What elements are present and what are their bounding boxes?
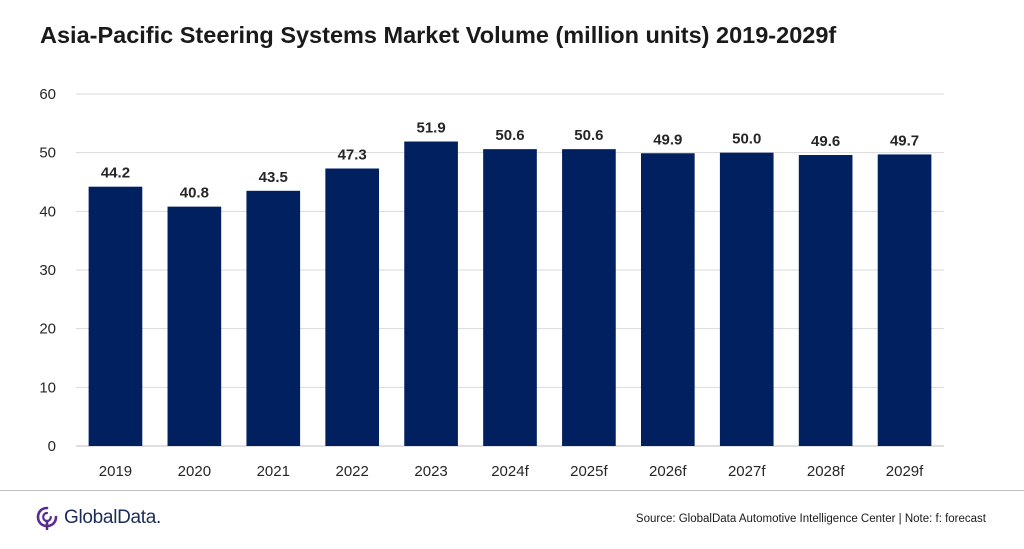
y-tick-label: 60 [39,86,56,103]
x-tick-label: 2020 [178,463,211,480]
bar [798,155,853,446]
y-tick-label: 0 [48,438,56,455]
y-tick-label: 30 [39,262,56,279]
x-tick-label: 2019 [99,463,132,480]
bar [562,149,616,446]
x-tick-label: 2026f [649,463,687,480]
data-label: 51.9 [416,120,445,137]
data-label: 49.6 [811,133,840,150]
x-tick-label: 2025f [570,463,608,480]
bar [719,152,774,446]
data-label: 49.9 [653,131,682,148]
logo-text: GlobalData. [64,507,162,528]
bar [167,206,222,446]
y-axis-ticks: 0 10 20 30 40 50 60 [39,86,56,455]
y-tick-label: 20 [39,321,56,338]
x-tick-label: 2029f [886,463,924,480]
y-tick-label: 10 [39,379,56,396]
globaldata-logo-icon [36,506,58,530]
bar [88,186,143,446]
bar [325,168,380,447]
data-label: 50.0 [732,131,761,148]
data-label: 49.7 [890,132,919,149]
x-tick-label: 2021 [257,463,290,480]
footer-divider [0,490,1024,491]
bar [640,153,695,446]
x-tick-label: 2023 [414,463,447,480]
bar [877,154,932,446]
chart-title: Asia-Pacific Steering Systems Market Vol… [40,22,837,48]
data-label: 50.6 [495,127,524,144]
y-tick-label: 40 [39,203,56,220]
bars [88,141,932,447]
data-label: 44.2 [101,165,130,182]
y-tick-label: 50 [39,145,56,162]
data-label: 50.6 [574,127,603,144]
x-axis-ticks: 2019 2020 2021 2022 2023 2024f 2025f 2026f 2027f… [99,463,924,480]
data-labels: 44.2 40.8 43.5 47.3 51.9 50.6 50.6 49.9 50.0 49.6… [101,120,919,202]
x-tick-label: 2022 [335,463,368,480]
bar [246,190,301,446]
bar [404,141,458,446]
source-note: Source: GlobalData Automotive Intelligen… [635,513,986,525]
x-tick-label: 2028f [807,463,845,480]
data-label: 47.3 [338,147,367,164]
x-tick-label: 2024f [491,463,529,480]
bar-chart: 44.2 40.8 43.5 47.3 51.9 50.6 50.6 49.9 50.0 49.6… [39,86,944,480]
bar [483,149,537,446]
x-tick-label: 2027f [728,463,766,480]
data-label: 43.5 [259,169,288,186]
globaldata-logo[interactable]: GlobalData. [36,506,161,530]
data-label: 40.8 [180,185,209,202]
